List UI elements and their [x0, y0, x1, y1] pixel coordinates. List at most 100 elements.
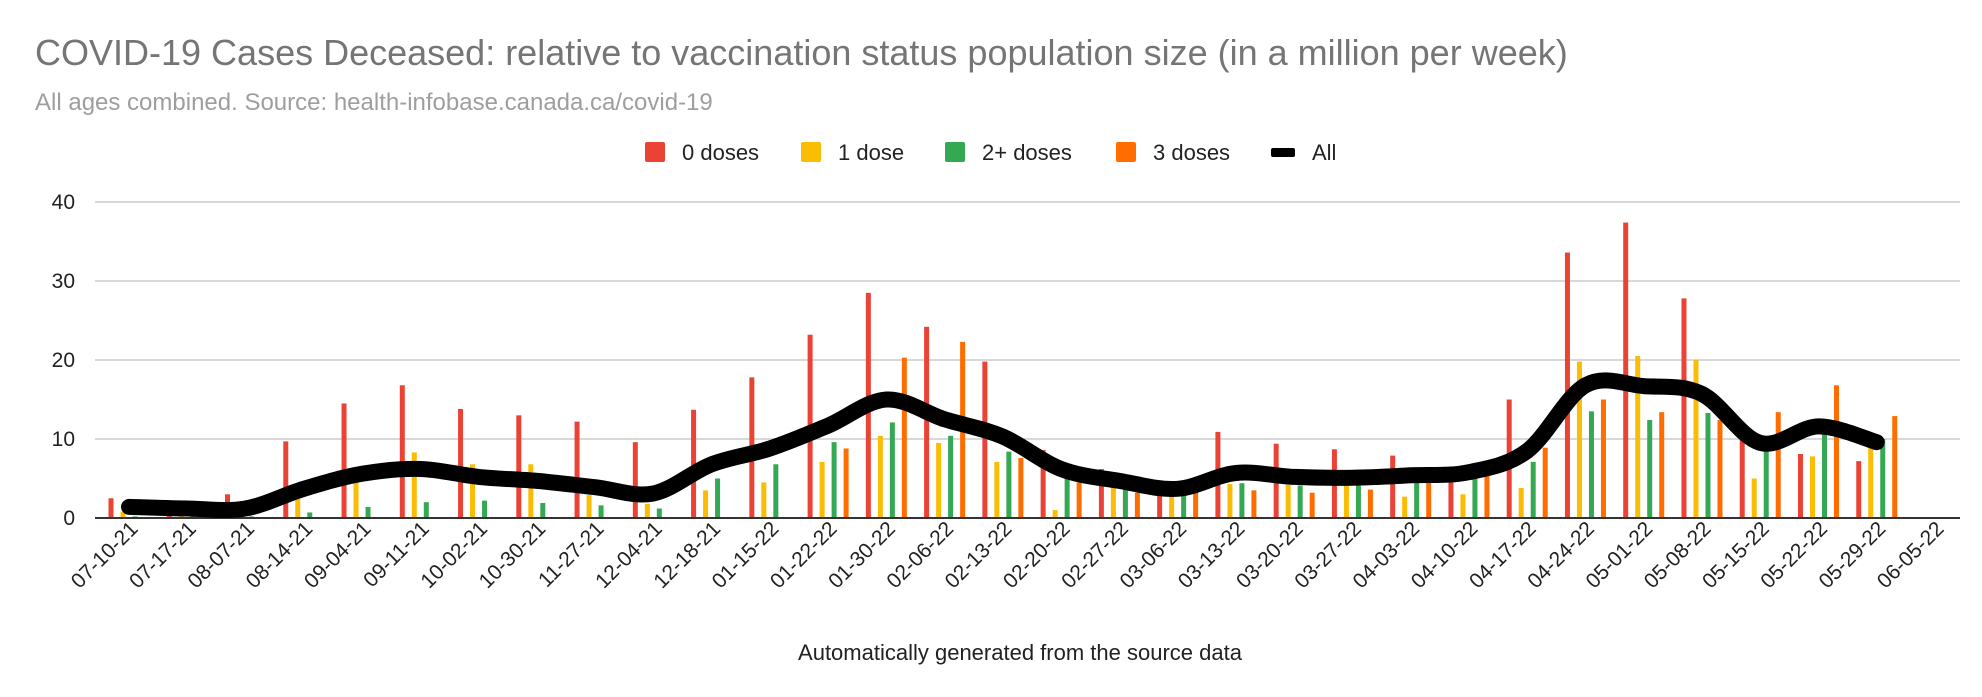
bar-1-dose[interactable]	[470, 464, 476, 518]
bar-1-dose[interactable]	[1110, 486, 1116, 518]
bar-2-plus-doses[interactable]	[1414, 479, 1420, 518]
bar-3-doses[interactable]	[1018, 457, 1024, 518]
legend-item-1-dose[interactable]: 1 dose	[801, 140, 904, 165]
bar-3-doses[interactable]	[1193, 491, 1199, 518]
bar-1-dose[interactable]	[1635, 356, 1641, 518]
bar-3-doses[interactable]	[1892, 416, 1898, 518]
bar-2-plus-doses[interactable]	[423, 502, 429, 518]
bar-2-plus-doses[interactable]	[1355, 482, 1361, 518]
bar-1-dose[interactable]	[1343, 483, 1349, 518]
bar-1-dose[interactable]	[411, 452, 417, 518]
bar-0-doses[interactable]	[1390, 455, 1396, 518]
bar-3-doses[interactable]	[1076, 482, 1082, 518]
bar-0-doses[interactable]	[341, 403, 347, 518]
bar-1-dose[interactable]	[120, 511, 126, 518]
bar-2-plus-doses[interactable]	[365, 506, 371, 518]
bar-0-doses[interactable]	[1856, 461, 1862, 518]
bar-2-plus-doses[interactable]	[598, 505, 604, 518]
legend-item-0-doses[interactable]: 0 doses	[645, 140, 759, 165]
bar-3-doses[interactable]	[1833, 385, 1839, 518]
bar-1-dose[interactable]	[994, 461, 1000, 518]
bar-0-doses[interactable]	[399, 385, 405, 518]
legend-item-3-doses[interactable]: 3 doses	[1116, 140, 1230, 165]
bar-2-plus-doses[interactable]	[1239, 483, 1245, 518]
bar-3-doses[interactable]	[1775, 412, 1781, 518]
bar-0-doses[interactable]	[1739, 438, 1745, 518]
bar-0-doses[interactable]	[458, 408, 464, 518]
bar-1-dose[interactable]	[1285, 484, 1291, 518]
bar-2-plus-doses[interactable]	[1880, 439, 1886, 518]
bar-0-doses[interactable]	[574, 421, 580, 518]
bar-3-doses[interactable]	[1251, 490, 1257, 518]
bar-2-plus-doses[interactable]	[482, 500, 488, 518]
bar-1-dose[interactable]	[703, 490, 709, 518]
bar-0-doses[interactable]	[982, 361, 988, 518]
bar-2-plus-doses[interactable]	[889, 422, 895, 518]
bar-0-doses[interactable]	[1098, 469, 1104, 518]
bar-2-plus-doses[interactable]	[1821, 431, 1827, 518]
bar-3-doses[interactable]	[901, 357, 907, 518]
bar-2-plus-doses[interactable]	[1297, 485, 1303, 518]
bar-1-dose[interactable]	[1402, 496, 1408, 518]
bar-3-doses[interactable]	[1367, 489, 1373, 518]
bar-0-doses[interactable]	[1564, 252, 1570, 518]
bar-2-plus-doses[interactable]	[1472, 476, 1478, 518]
bar-0-doses[interactable]	[283, 441, 289, 518]
bar-3-doses[interactable]	[1717, 420, 1723, 518]
bar-0-doses[interactable]	[108, 498, 114, 518]
bar-1-dose[interactable]	[1693, 360, 1699, 518]
bar-3-doses[interactable]	[843, 448, 849, 518]
bar-0-doses[interactable]	[1797, 454, 1803, 518]
bar-3-doses[interactable]	[1484, 472, 1490, 518]
bar-2-plus-doses[interactable]	[1763, 445, 1769, 518]
bar-1-dose[interactable]	[353, 470, 359, 518]
bar-3-doses[interactable]	[1659, 412, 1665, 518]
bar-2-plus-doses[interactable]	[948, 435, 954, 518]
bar-2-plus-doses[interactable]	[1122, 486, 1128, 518]
bar-1-dose[interactable]	[1169, 487, 1175, 518]
bar-1-dose[interactable]	[1227, 484, 1233, 518]
bar-1-dose[interactable]	[295, 494, 301, 518]
bar-2-plus-doses[interactable]	[540, 502, 546, 518]
bar-2-plus-doses[interactable]	[1705, 412, 1711, 518]
bar-2-plus-doses[interactable]	[1588, 411, 1594, 518]
bar-3-doses[interactable]	[1426, 478, 1432, 519]
legend-item-all[interactable]: All	[1271, 140, 1336, 165]
bar-3-doses[interactable]	[1309, 492, 1315, 518]
bar-3-doses[interactable]	[1134, 492, 1140, 518]
bar-1-dose[interactable]	[1576, 361, 1582, 518]
bar-0-doses[interactable]	[632, 442, 638, 518]
bar-1-dose[interactable]	[936, 442, 942, 518]
bar-1-dose[interactable]	[644, 503, 650, 518]
bar-2-plus-doses[interactable]	[307, 512, 313, 518]
bar-1-dose[interactable]	[877, 435, 883, 518]
bar-2-plus-doses[interactable]	[831, 442, 837, 518]
bar-0-doses[interactable]	[1157, 486, 1163, 518]
bar-2-plus-doses[interactable]	[656, 508, 662, 518]
bar-2-plus-doses[interactable]	[1181, 493, 1187, 518]
bar-0-doses[interactable]	[1681, 298, 1687, 518]
bar-0-doses[interactable]	[1448, 466, 1454, 518]
legend-item-2-plus-doses[interactable]: 2+ doses	[945, 140, 1072, 165]
bar-1-dose[interactable]	[1052, 510, 1058, 518]
bar-0-doses[interactable]	[691, 409, 697, 518]
bar-1-dose[interactable]	[1518, 487, 1524, 518]
bar-1-dose[interactable]	[528, 464, 534, 518]
bar-1-dose[interactable]	[761, 482, 767, 518]
bar-1-dose[interactable]	[586, 495, 592, 518]
bar-2-plus-doses[interactable]	[773, 464, 779, 518]
bar-0-doses[interactable]	[1040, 450, 1046, 518]
bar-2-plus-doses[interactable]	[1006, 451, 1012, 518]
bar-1-dose[interactable]	[1460, 494, 1466, 518]
bar-2-plus-doses[interactable]	[1064, 474, 1070, 518]
bar-2-plus-doses[interactable]	[1530, 461, 1536, 518]
bar-2-plus-doses[interactable]	[1647, 420, 1653, 518]
bar-2-plus-doses[interactable]	[715, 478, 721, 519]
bar-0-doses[interactable]	[924, 326, 930, 518]
bar-0-doses[interactable]	[1623, 222, 1629, 519]
bar-1-dose[interactable]	[819, 461, 825, 518]
bar-1-dose[interactable]	[1868, 446, 1874, 518]
bar-0-doses[interactable]	[516, 415, 522, 518]
bar-1-dose[interactable]	[1809, 456, 1815, 518]
bar-3-doses[interactable]	[1600, 399, 1606, 519]
